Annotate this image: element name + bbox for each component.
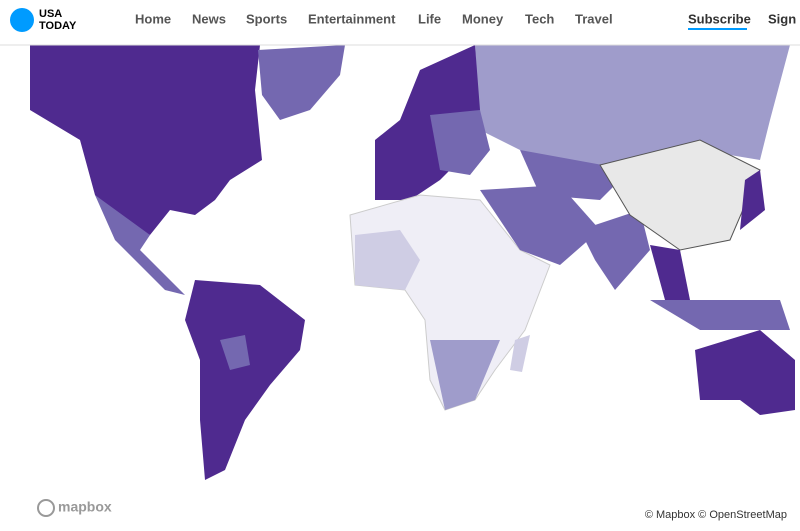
nav-link[interactable]: Home <box>135 11 171 26</box>
madagascar <box>510 335 530 372</box>
logo-text[interactable]: TODAY <box>39 20 77 32</box>
russia <box>475 45 790 170</box>
nav-link[interactable]: Life <box>418 11 441 26</box>
indonesia <box>650 300 790 330</box>
australia <box>695 330 795 415</box>
india <box>580 210 650 290</box>
logo-text[interactable]: USA <box>39 8 62 20</box>
header: USA TODAY Home News Sports Entertainment Lif… <box>0 0 800 46</box>
bolivia <box>220 335 250 370</box>
logo-circle[interactable] <box>10 8 34 32</box>
central-america <box>95 195 185 295</box>
middle-east <box>480 185 600 265</box>
nav-link[interactable]: News <box>192 11 226 26</box>
map: mapbox © Mapbox © OpenStreetMap <box>0 45 800 531</box>
southern-africa <box>430 340 500 410</box>
central-asia <box>520 150 630 200</box>
nav-link[interactable]: Sports <box>246 11 287 26</box>
south-america <box>185 280 305 480</box>
attribution[interactable]: © Mapbox © OpenStreetMap <box>645 509 787 521</box>
subscribe-link[interactable]: Subscribe <box>688 11 751 26</box>
greenland <box>258 45 345 120</box>
north-america <box>30 45 262 235</box>
japan <box>740 170 765 230</box>
nav-link[interactable]: Entertainment <box>308 11 396 26</box>
southeast-asia <box>650 245 690 300</box>
sign-in-link[interactable]: Sign In <box>768 11 800 26</box>
header-bg <box>0 0 800 45</box>
nav-link[interactable]: Tech <box>525 11 554 26</box>
nav-link[interactable]: Money <box>462 11 504 26</box>
mapbox-logo[interactable]: mapbox <box>58 499 112 515</box>
china <box>599 139 761 251</box>
west-africa <box>355 230 420 290</box>
nav-link[interactable]: Travel <box>575 11 613 26</box>
eastern-europe <box>430 110 490 175</box>
mapbox-icon <box>37 499 55 517</box>
